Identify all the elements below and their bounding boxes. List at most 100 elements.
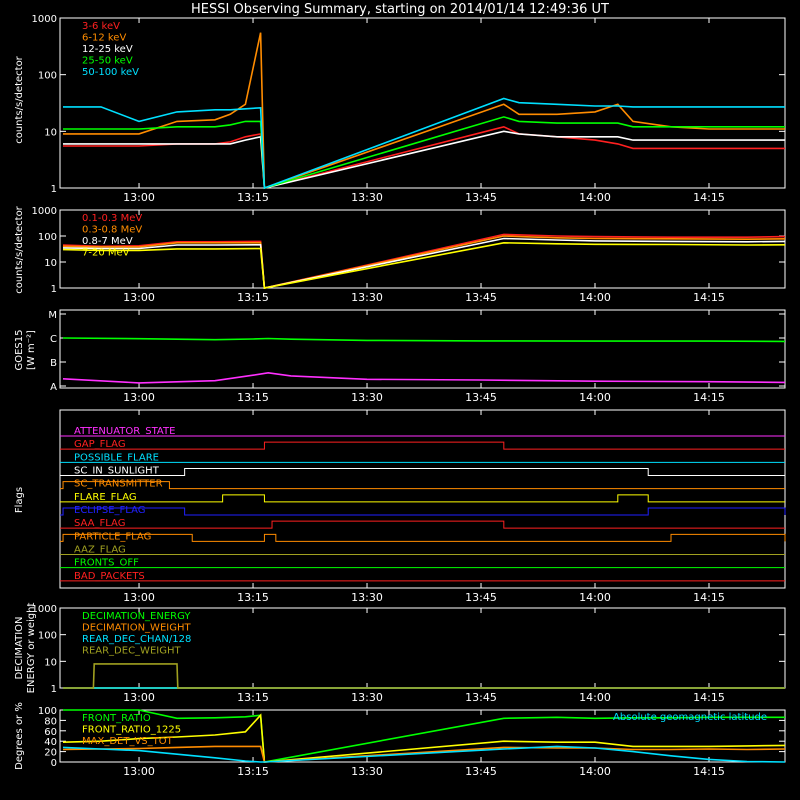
- x-tick-label: 13:30: [351, 591, 383, 604]
- y-tick-label: M: [48, 310, 57, 321]
- legend-entry: 7-20 MeV: [82, 248, 130, 259]
- x-tick-label: 13:45: [465, 691, 497, 704]
- flag-label: PARTICLE_FLAG: [74, 531, 151, 542]
- legend-entry: MAX_DET_VS_TOT: [82, 736, 174, 747]
- x-tick-label: 13:00: [123, 391, 155, 404]
- panel-frame: [59, 309, 786, 389]
- x-tick-label: 13:15: [237, 291, 269, 304]
- y-tick-label: 60: [44, 727, 57, 738]
- series-line: [62, 241, 786, 289]
- y-tick-label: 1: [51, 184, 57, 195]
- legend-entry: 50-100 keV: [82, 67, 139, 78]
- y-tick-label: 20: [44, 748, 57, 759]
- x-tick-label: 14:00: [579, 391, 611, 404]
- y-tick-label: 1000: [32, 206, 57, 217]
- y-tick-label: 40: [44, 737, 57, 748]
- x-tick-label: 13:45: [465, 291, 497, 304]
- series-line: [63, 32, 785, 190]
- x-tick-label: 14:00: [579, 291, 611, 304]
- series-line: [63, 130, 785, 189]
- series-line: [62, 371, 786, 384]
- x-tick-label: 14:00: [579, 691, 611, 704]
- y-tick-label: 80: [44, 716, 57, 727]
- x-tick-label: 13:30: [351, 291, 383, 304]
- flag-line: [60, 533, 786, 542]
- series-line: [62, 745, 786, 763]
- y-tick-label: 1: [51, 284, 57, 295]
- x-tick-label: 13:00: [123, 591, 155, 604]
- figure-title: HESSI Observing Summary, starting on 201…: [191, 2, 609, 17]
- y-tick-label: 100: [38, 71, 57, 82]
- x-tick-label: 14:15: [693, 691, 725, 704]
- y-axis-label: Flags: [14, 487, 25, 513]
- legend-entry: REAR_DEC_CHAN/128: [82, 634, 191, 645]
- legend-entry: FRONT_RATIO: [82, 713, 151, 724]
- series-line: [62, 337, 786, 343]
- series-line: [62, 233, 786, 289]
- panels: 13:00 13:15 13:30 13:45 14:00 14:15 counts/s/d…: [14, 14, 786, 778]
- x-tick-label: 14:00: [579, 591, 611, 604]
- x-tick-label: 13:30: [351, 191, 383, 204]
- y-tick-label: B: [50, 358, 57, 369]
- panel-frame: [59, 209, 786, 289]
- flag-label: POSSIBLE_FLARE: [74, 452, 159, 463]
- y-axis-label: counts/s/detector: [14, 205, 25, 293]
- y-tick-label: 10: [44, 657, 57, 668]
- x-tick-label: 13:45: [465, 391, 497, 404]
- flag-label: GAP_FLAG: [74, 439, 126, 450]
- series-line: [63, 97, 785, 190]
- y-axis-label: DECIMATION: [14, 616, 25, 679]
- legend-entry: REAR_DEC_WEIGHT: [82, 646, 181, 657]
- x-tick-label: 13:15: [237, 391, 269, 404]
- x-tick-label: 13:00: [123, 691, 155, 704]
- x-tick-label: 13:30: [351, 691, 383, 704]
- flag-label: FRONTS_OFF: [74, 558, 139, 569]
- flag-label: SC_TRANSMITTER: [74, 479, 163, 490]
- x-tick-label: 13:30: [351, 765, 383, 778]
- y-axis-label-2: [W m⁻²]: [26, 330, 37, 370]
- y-tick-label: 1000: [32, 14, 57, 25]
- flag-label: SAA_FLAG: [74, 518, 125, 529]
- y-tick-label: 1000: [32, 604, 57, 615]
- panel-frame: [59, 709, 786, 763]
- legend-entry: FRONT_RATIO_1225: [82, 725, 181, 736]
- y-tick-label: 10: [44, 258, 57, 269]
- x-tick-label: 13:00: [123, 291, 155, 304]
- x-tick-label: 14:15: [693, 191, 725, 204]
- flag-line: [60, 481, 785, 490]
- x-tick-label: 13:45: [465, 191, 497, 204]
- x-tick-label: 13:15: [237, 691, 269, 704]
- flag-label: AAZ_FLAG: [74, 545, 126, 556]
- flag-line: [60, 507, 786, 516]
- y-axis-label: GOES15: [14, 329, 25, 370]
- panel-frame: [59, 17, 786, 189]
- legend-entry: 25-50 keV: [82, 56, 133, 67]
- x-tick-label: 13:00: [123, 191, 155, 204]
- y-tick-label: 100: [38, 706, 57, 717]
- y-tick-label: 100: [38, 631, 57, 642]
- x-tick-label: 14:00: [579, 191, 611, 204]
- legend-entry: 3-6 keV: [82, 21, 120, 32]
- y-tick-label: 1: [51, 684, 57, 695]
- flag-label: ECLIPSE_FLAG: [74, 505, 145, 516]
- x-tick-label: 14:00: [579, 765, 611, 778]
- series-line: [63, 709, 785, 763]
- legend-entry: 0.3-0.8 MeV: [82, 225, 142, 236]
- flag-line: [60, 468, 785, 476]
- annotation-label: Absolute geomagnetic latitude: [613, 712, 767, 723]
- legend-entry: 12-25 keV: [82, 44, 133, 55]
- y-tick-label: 0: [51, 758, 57, 769]
- legend-entry: DECIMATION_ENERGY: [82, 611, 191, 622]
- y-tick-label: A: [50, 382, 57, 393]
- panel-frame: [59, 409, 786, 589]
- y-tick-label: C: [50, 334, 57, 345]
- legend-entry: DECIMATION_WEIGHT: [82, 623, 191, 634]
- x-tick-label: 13:45: [465, 591, 497, 604]
- series-line: [63, 125, 785, 190]
- legend-entry: 0.1-0.3 MeV: [82, 213, 142, 224]
- x-tick-label: 13:15: [237, 591, 269, 604]
- flag-label: SC_IN_SUNLIGHT: [74, 466, 160, 477]
- x-tick-label: 13:15: [237, 191, 269, 204]
- series-line: [63, 663, 785, 689]
